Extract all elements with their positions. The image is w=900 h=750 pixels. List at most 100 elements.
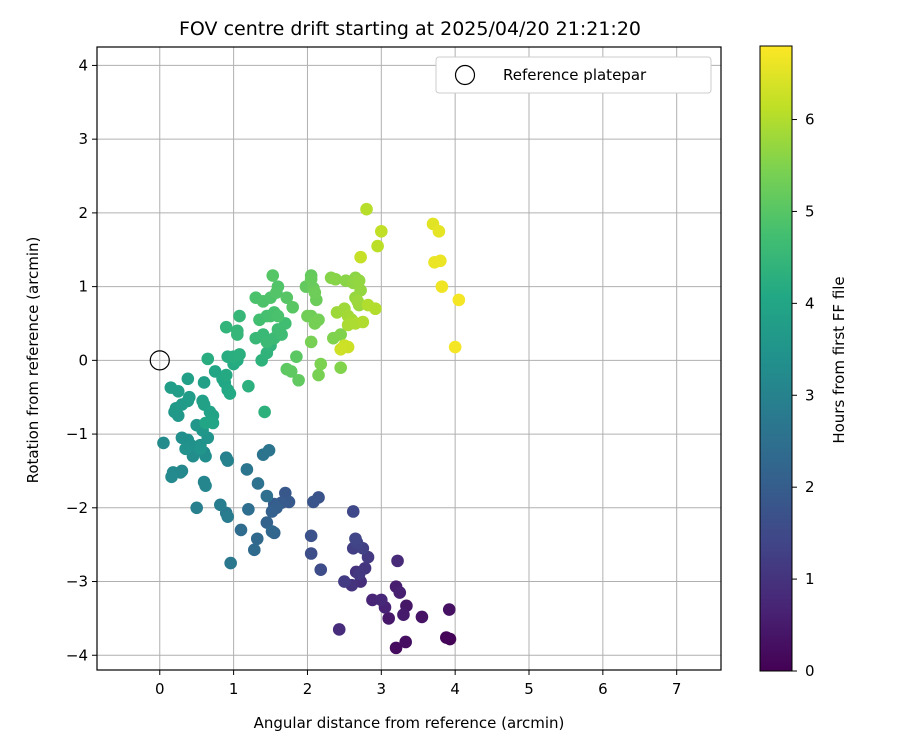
data-point [334,328,347,341]
data-point [157,436,170,450]
data-point [314,563,328,577]
data-point [304,529,318,543]
x-tick-label: 2 [303,680,313,698]
data-point [366,593,379,607]
data-point [375,225,388,238]
data-point [233,348,246,361]
y-tick-label: 1 [78,278,88,296]
y-tick-label: 0 [78,351,88,369]
data-point [219,368,233,382]
data-point [435,280,449,293]
data-point [258,405,271,419]
y-tick-label: 4 [78,56,88,74]
data-point [242,379,255,393]
data-point [314,357,328,371]
y-tick-label: −3 [66,573,88,591]
y-tick-label: −4 [66,646,88,664]
data-point [197,376,211,389]
data-point [284,365,298,378]
x-tick-label: 7 [672,680,682,698]
colorbar-tick-label: 1 [805,570,815,588]
data-point [452,293,466,307]
colorbar-tick-label: 5 [805,202,815,220]
grid-lines [97,47,721,670]
data-point [164,381,178,394]
data-point [304,547,318,560]
data-point [354,250,367,264]
data-point [240,463,254,476]
x-axis-ticks: 0 1 2 3 4 5 6 7 [155,670,681,698]
data-point [214,498,227,512]
x-axis-label: Angular distance from reference (arcmin) [254,714,565,732]
y-axis-label: Rotation from reference (arcmin) [24,237,42,484]
data-point [260,489,274,503]
data-point [360,202,373,216]
legend: Reference platepar [435,56,712,94]
x-tick-label: 5 [524,680,534,698]
colorbar-tick-label: 0 [805,662,815,680]
data-point [242,502,255,516]
data-point [219,320,233,334]
data-point [346,505,360,518]
data-point [434,254,447,268]
y-tick-label: −1 [66,425,88,443]
chart-title: FOV centre drift starting at 2025/04/20 … [179,18,641,40]
data-point [165,470,178,484]
y-axis-ticks: −4 −3 −2 −1 0 1 2 3 4 [66,56,97,664]
data-point [224,556,237,570]
data-point [356,315,370,329]
data-point [280,291,294,304]
data-point [329,272,342,286]
data-point [351,295,364,308]
legend-entry: Reference platepar [503,66,647,84]
y-tick-label: 3 [78,130,88,148]
data-point [199,416,212,430]
data-point [349,532,362,546]
colorbar-tick-label: 4 [805,294,815,312]
data-point [352,274,366,288]
data-point [181,372,195,386]
data-point [199,479,212,492]
data-point [286,300,299,314]
data-point [371,239,384,253]
colorbar-gradient [759,45,793,672]
data-point [439,631,453,644]
y-tick-label: 2 [78,204,88,222]
data-point [266,269,280,282]
data-point [265,525,279,538]
x-tick-label: 3 [377,680,387,698]
colorbar-tick-label: 6 [805,111,815,129]
data-point [233,309,246,323]
colorbar-tick-label: 2 [805,478,815,496]
x-tick-label: 4 [450,680,460,698]
data-point [375,593,388,607]
data-point [221,454,235,467]
data-point [334,342,347,356]
plot-frame [96,46,722,671]
data-point [448,340,462,354]
data-point [308,286,322,299]
x-tick-label: 0 [155,680,165,698]
data-point [256,448,270,462]
data-point [382,612,395,625]
reference-platepar-marker [149,350,170,371]
data-point [234,523,248,537]
colorbar: 0 1 2 3 4 5 6 Hours from first FF file [759,45,848,680]
data-point [307,495,320,509]
data-point [223,387,237,400]
data-point [179,442,192,456]
data-points [157,202,466,655]
data-point [442,603,456,616]
data-point [352,567,366,581]
data-point [308,317,322,330]
data-point [432,225,446,238]
data-point [389,641,403,655]
data-point [194,442,207,456]
data-point [201,352,215,366]
data-point [290,350,303,363]
legend-marker [454,64,476,86]
data-point [391,554,404,568]
colorbar-ticks: 0 1 2 3 4 5 6 [792,111,815,680]
data-point [221,510,235,523]
